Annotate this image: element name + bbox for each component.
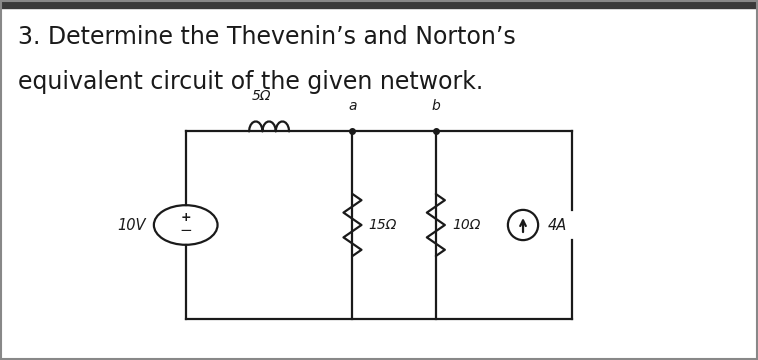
Text: 5Ω: 5Ω [252, 89, 271, 103]
Text: a: a [348, 99, 357, 113]
Text: 3. Determine the Thevenin’s and Norton’s: 3. Determine the Thevenin’s and Norton’s [18, 25, 515, 49]
Text: 4A: 4A [548, 217, 568, 233]
Text: +: + [180, 211, 191, 224]
Text: 10V: 10V [117, 217, 146, 233]
Text: 10Ω: 10Ω [452, 218, 481, 232]
Text: 15Ω: 15Ω [368, 218, 397, 232]
Text: −: − [180, 224, 192, 238]
Bar [0, 0, 758, 8]
Text: b: b [431, 99, 440, 113]
Text: equivalent circuit of the given network.: equivalent circuit of the given network. [18, 70, 484, 94]
